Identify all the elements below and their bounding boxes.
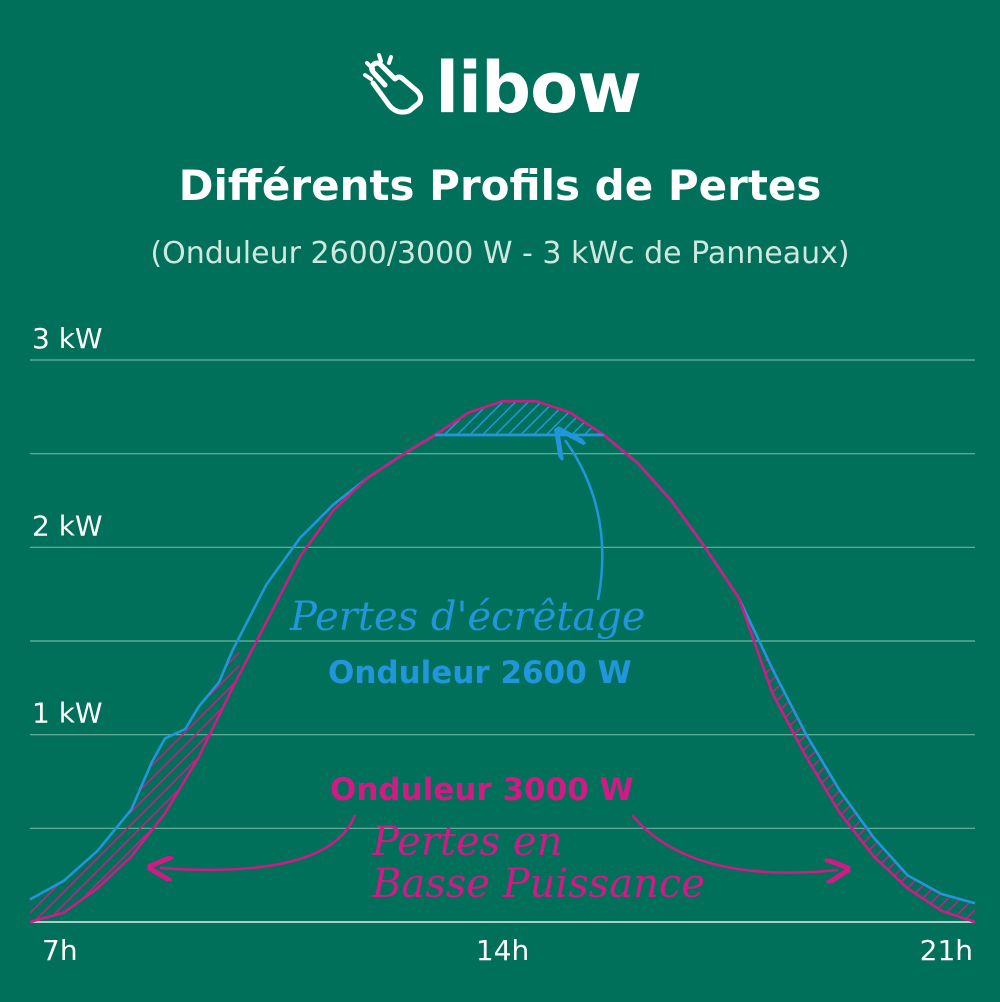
low-power-annotation: Pertes en Basse Puissance bbox=[371, 819, 705, 907]
chart-title: Différents Profils de Pertes bbox=[178, 161, 822, 210]
series-label-3000: Onduleur 3000 W bbox=[330, 772, 634, 808]
low-power-arrow-right bbox=[631, 814, 838, 873]
low-power-annotation-text: Pertes en bbox=[371, 819, 562, 865]
hand-pointing-icon bbox=[363, 53, 424, 115]
series-line-3000 bbox=[29, 399, 976, 924]
y-tick-label: 1 kW bbox=[32, 697, 103, 730]
series-label-2600: Onduleur 2600 W bbox=[328, 655, 632, 691]
brand-logo: libow bbox=[0, 48, 1000, 128]
brand-name: libow bbox=[435, 47, 642, 129]
x-axis: 7h 14h 21h bbox=[42, 934, 973, 967]
x-tick-label: 14h bbox=[476, 934, 529, 967]
clipping-arrow bbox=[565, 440, 604, 601]
low-power-arrow-left bbox=[160, 814, 357, 870]
chart-subtitle: (Onduleur 2600/3000 W - 3 kWc de Panneau… bbox=[150, 236, 850, 271]
y-tick-label: 2 kW bbox=[32, 509, 103, 542]
y-axis: 1 kW 2 kW 3 kW bbox=[32, 322, 103, 730]
low-power-loss-evening bbox=[765, 654, 975, 922]
low-power-loss-morning bbox=[30, 637, 240, 922]
clipping-annotation: Pertes d'écrêtage bbox=[289, 594, 646, 640]
low-power-annotation-line-2: Basse Puissance bbox=[371, 861, 705, 907]
x-tick-label: 7h bbox=[42, 934, 78, 967]
y-tick-label: 3 kW bbox=[32, 322, 103, 355]
x-tick-label: 21h bbox=[920, 934, 973, 967]
